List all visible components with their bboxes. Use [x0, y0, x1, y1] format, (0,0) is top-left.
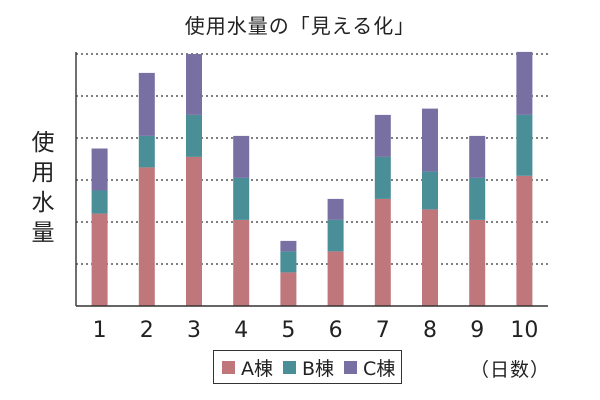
bar-a: [327, 251, 344, 306]
bar-a: [422, 209, 438, 306]
y-axis-label-char: 量: [31, 220, 55, 246]
x-tick-label: 3: [187, 318, 201, 343]
bar-a: [186, 156, 202, 306]
bar-c: [516, 51, 533, 115]
bar-a: [233, 219, 250, 306]
bar-c: [91, 148, 108, 191]
bar-b: [469, 177, 486, 220]
bar-b: [138, 135, 155, 168]
legend-label-c: C棟: [363, 357, 396, 380]
x-axis-unit-label: （日数）: [470, 359, 551, 381]
bar-c: [138, 72, 155, 136]
x-tick-label: 8: [423, 318, 437, 343]
bar-c: [233, 135, 250, 178]
x-tick-label: 6: [329, 318, 343, 343]
x-tick-label: 7: [376, 318, 390, 343]
bar-c: [327, 198, 344, 220]
x-tick-label: 2: [140, 318, 154, 343]
legend: A棟 B棟 C棟: [213, 350, 403, 384]
bar-a: [469, 219, 486, 306]
y-axis-label-char: 水: [31, 190, 55, 216]
x-tick-label: 5: [281, 318, 295, 343]
x-tick-label: 1: [93, 318, 107, 343]
bar-b: [516, 114, 533, 176]
legend-label-a: A棟: [241, 357, 273, 380]
y-axis-label-char: 使: [31, 130, 55, 156]
bar-b: [233, 177, 250, 220]
bar-a: [374, 198, 391, 306]
bar-b: [374, 156, 391, 199]
chart-title: 使用水量の「見える化」: [184, 14, 416, 38]
bar-a: [91, 213, 108, 306]
x-tick-label: 10: [510, 318, 538, 343]
legend-swatch-b: [283, 360, 296, 374]
x-tick-label: 4: [234, 318, 248, 343]
legend-swatch-c: [344, 360, 358, 374]
legend-item-b: B棟: [283, 354, 334, 381]
bar-a: [138, 167, 155, 306]
bar-b: [186, 114, 202, 157]
legend-item-a: A棟: [222, 354, 273, 381]
legend-label-b: B棟: [302, 357, 335, 380]
y-axis-label: 使用水量: [28, 128, 58, 248]
bar-c: [374, 114, 391, 157]
bar-c: [422, 108, 438, 172]
y-axis-label-char: 用: [31, 160, 55, 186]
bar-a: [516, 175, 533, 306]
x-tick-label: 9: [470, 318, 484, 343]
bar-b: [327, 219, 344, 252]
bar-c: [469, 135, 486, 178]
bar-b: [280, 251, 297, 273]
legend-swatch-a: [222, 360, 235, 374]
bar-c: [280, 240, 297, 252]
bar-c: [186, 54, 202, 115]
bar-a: [280, 272, 297, 306]
bar-b: [422, 171, 438, 210]
legend-item-c: C棟: [344, 354, 395, 381]
bar-b: [91, 190, 108, 214]
